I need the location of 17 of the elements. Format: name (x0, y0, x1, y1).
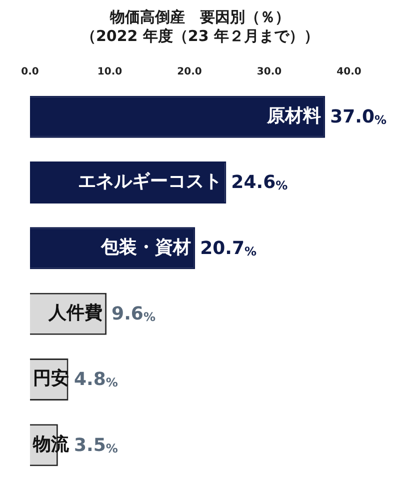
y-tick-label: エネルギーコスト (78, 171, 222, 192)
y-tick-label: 包装・資材 (100, 236, 192, 258)
x-tick-label: 10.0 (97, 66, 122, 78)
data-label: 37.0% (330, 106, 387, 128)
y-tick-label: 人件費 (48, 302, 103, 324)
chart-subtitle: （2022 年度（23 年２月まで）） (80, 27, 320, 46)
x-tick-label: 0.0 (21, 66, 39, 78)
x-tick-label: 20.0 (177, 66, 202, 78)
data-label: 9.6% (112, 304, 156, 325)
data-label: 20.7% (200, 238, 257, 259)
data-label: 4.8% (74, 369, 118, 390)
chart-title: 物価高倒産 要因別（％） (108, 8, 291, 27)
data-label: 3.5% (74, 434, 118, 456)
x-tick-label: 30.0 (256, 66, 282, 78)
data-label: 24.6% (231, 172, 288, 194)
y-tick-label: 原材料 (266, 106, 322, 127)
x-tick-label: 40.0 (336, 66, 362, 78)
